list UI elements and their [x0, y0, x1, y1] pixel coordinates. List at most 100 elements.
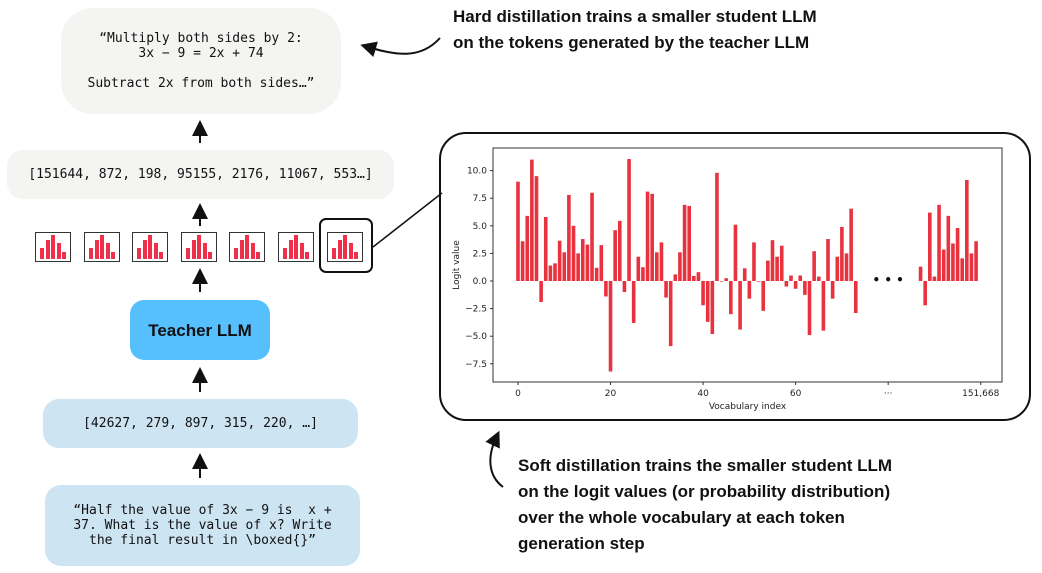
bar	[816, 276, 821, 282]
bar	[779, 245, 784, 282]
bar	[766, 260, 770, 282]
bar	[853, 281, 858, 314]
hard-distillation-note: Hard distillation trains a smaller stude…	[453, 7, 817, 52]
mini-histogram-icon	[327, 232, 363, 262]
bar	[668, 281, 673, 347]
bar	[655, 252, 659, 282]
bar	[784, 281, 789, 287]
bar	[594, 267, 599, 282]
bar	[553, 263, 557, 282]
bar	[516, 181, 520, 282]
bar	[567, 194, 571, 282]
bar	[789, 275, 793, 282]
mini-bar	[186, 248, 190, 259]
mini-histogram-icon	[132, 232, 168, 262]
mini-histogram-icon	[84, 232, 120, 262]
bar	[562, 252, 567, 282]
mini-bar	[153, 243, 158, 259]
bar	[687, 205, 692, 282]
bar	[932, 276, 937, 282]
bar	[951, 243, 955, 282]
bar	[543, 216, 548, 282]
bar	[729, 281, 733, 315]
output-text-box: “Multiply both sides by 2: 3x − 9 = 2x +…	[61, 8, 341, 114]
plot-area	[492, 147, 1003, 383]
mini-bar	[208, 252, 213, 259]
bar	[969, 253, 974, 282]
bar	[756, 281, 761, 282]
bar	[761, 281, 766, 311]
y-tick-label: 7.5	[473, 194, 487, 204]
y-axis-label: Logit value	[452, 240, 462, 290]
x-tick-label: 60	[790, 389, 802, 399]
bar	[645, 191, 650, 282]
bar	[835, 256, 840, 282]
mini-bar	[283, 248, 287, 259]
bar	[807, 281, 812, 336]
bar	[576, 253, 580, 282]
mini-bar	[142, 240, 147, 259]
bar	[747, 281, 752, 299]
mini-bar	[245, 235, 250, 259]
bar	[539, 281, 543, 302]
mini-bar	[234, 248, 238, 259]
mini-bar	[89, 248, 93, 259]
mini-histogram-icon	[181, 232, 217, 262]
bar	[608, 281, 613, 372]
highlighted-distribution-frame	[319, 218, 373, 273]
x-tick-label: ···	[884, 389, 893, 399]
mini-bar	[137, 248, 141, 259]
bar	[849, 208, 853, 282]
mini-bar	[332, 248, 336, 259]
bar	[613, 230, 617, 282]
bar	[525, 215, 530, 282]
mini-histogram-icon	[229, 232, 265, 262]
y-tick-label: 5.0	[473, 222, 488, 232]
mini-bar	[94, 240, 99, 259]
bar	[928, 212, 932, 282]
bar	[918, 266, 923, 282]
bar	[724, 278, 729, 282]
y-tick-label: −2.5	[465, 305, 487, 315]
bar	[548, 265, 553, 282]
mini-bar	[348, 243, 353, 259]
bar	[590, 192, 594, 282]
prompt-text: “Half the value of 3x − 9 is x + 37. Wha…	[73, 503, 332, 548]
zoom-connector-line	[372, 192, 443, 248]
mini-bar	[148, 235, 153, 259]
mini-bar	[288, 240, 293, 259]
bar	[960, 258, 965, 282]
bar	[696, 272, 701, 282]
x-tick-label: 151,668	[962, 389, 999, 399]
mini-bar	[40, 248, 44, 259]
bar	[812, 251, 816, 282]
mini-bar	[45, 240, 50, 259]
bar	[946, 215, 951, 282]
bar	[659, 242, 664, 282]
teacher-llm-label: Teacher LLM	[148, 320, 252, 340]
mini-bar	[111, 252, 116, 259]
teacher-llm-box: Teacher LLM	[130, 300, 270, 360]
x-tick-label: 0	[515, 389, 521, 399]
bar	[534, 176, 539, 282]
bar	[530, 159, 534, 282]
bar	[719, 281, 724, 282]
mini-bar	[159, 252, 164, 259]
bar	[585, 244, 590, 282]
logit-bar-chart: • • • −7.5 −5.0 −2.5 0.0 2.5 5.0 7.5 10.0 0 20 40 60…	[452, 147, 1003, 412]
bar	[965, 180, 969, 282]
mini-bar	[256, 252, 261, 259]
bar	[752, 242, 756, 282]
bar	[830, 281, 835, 299]
x-tick-label: 40	[697, 389, 709, 399]
bar	[793, 281, 798, 289]
output-tokens-box: [151644, 872, 198, 95155, 2176, 11067, 5…	[7, 150, 394, 199]
mini-histogram-icon	[278, 232, 314, 262]
input-tokens: [42627, 279, 897, 315, 220, …]	[83, 416, 318, 431]
bar	[710, 281, 715, 334]
bar	[631, 281, 636, 323]
bar	[701, 281, 705, 306]
bar	[705, 281, 710, 322]
bar	[844, 253, 849, 282]
